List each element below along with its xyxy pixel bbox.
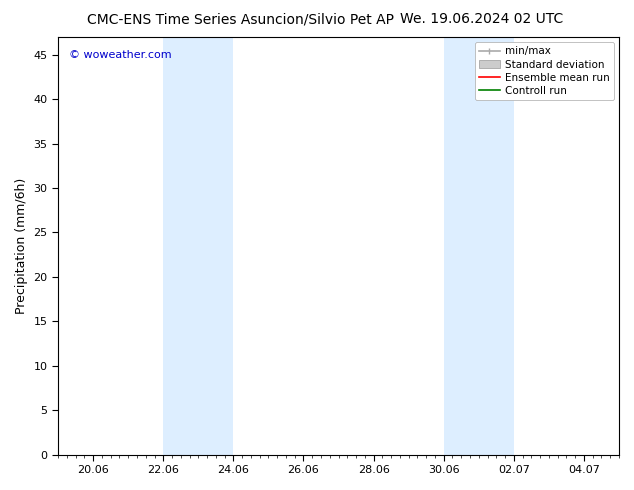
Y-axis label: Precipitation (mm/6h): Precipitation (mm/6h) — [15, 178, 28, 314]
Text: © woweather.com: © woweather.com — [69, 49, 172, 60]
Bar — [164, 37, 233, 455]
Bar — [444, 37, 514, 455]
Text: CMC-ENS Time Series Asuncion/Silvio Pet AP: CMC-ENS Time Series Asuncion/Silvio Pet … — [87, 12, 394, 26]
Text: We. 19.06.2024 02 UTC: We. 19.06.2024 02 UTC — [400, 12, 564, 26]
Legend: min/max, Standard deviation, Ensemble mean run, Controll run: min/max, Standard deviation, Ensemble me… — [475, 42, 614, 100]
